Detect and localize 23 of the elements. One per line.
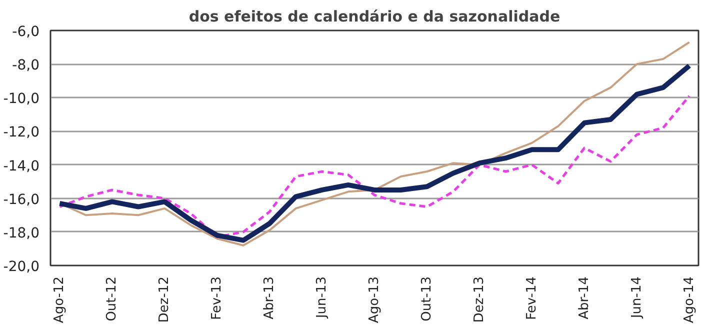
x-tick-label: Dez-12 — [157, 276, 172, 323]
x-tick-label: Dez-13 — [472, 276, 487, 323]
x-tick-label: Ago-13 — [367, 276, 382, 324]
x-tick-label: Ago-14 — [682, 276, 697, 324]
y-tick-label: -20,0 — [3, 259, 40, 275]
x-tick-label: Fev-14 — [524, 276, 540, 320]
y-tick-label: -12,0 — [3, 124, 40, 141]
y-tick-label: -8,0 — [12, 58, 40, 74]
y-tick-label: -16,0 — [3, 192, 40, 208]
x-tick-label: Ago-12 — [52, 276, 68, 324]
line-series — [58, 94, 691, 238]
y-tick-label: -6,0 — [12, 24, 40, 40]
chart-title: dos efeitos de calendário e da sazonalidade — [188, 8, 560, 26]
x-tick-label: Jun-13 — [314, 276, 330, 320]
x-tick-label: Fev-13 — [210, 276, 225, 320]
x-tick-label: Out-12 — [104, 276, 120, 322]
x-tick-label: Abr-14 — [576, 276, 592, 320]
x-tick-label: Jun-14 — [629, 276, 644, 320]
y-tick-label: -10,0 — [3, 91, 40, 108]
y-tick-label: -14,0 — [3, 158, 40, 174]
x-tick-label: Out-13 — [419, 276, 434, 322]
x-tick-label: Abr-13 — [262, 276, 278, 320]
y-tick-label: -18,0 — [3, 225, 40, 242]
